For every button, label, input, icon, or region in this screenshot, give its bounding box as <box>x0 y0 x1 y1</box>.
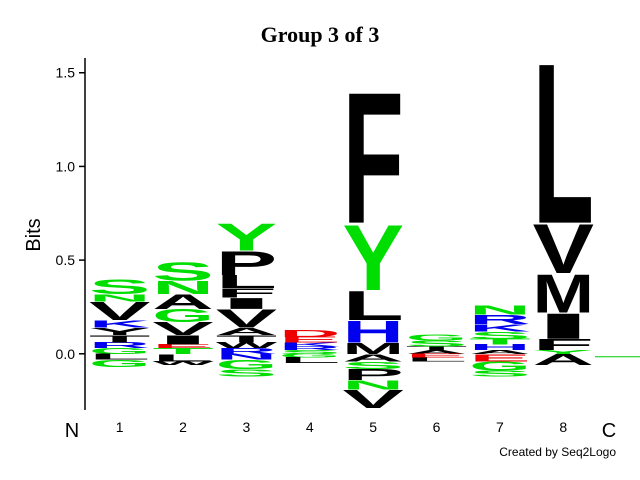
y-tick-label: 0.5 <box>56 252 76 268</box>
logo-letter: W <box>216 341 283 350</box>
chart-title: Group 3 of 3 <box>261 22 380 47</box>
logo-letter: S <box>469 331 531 342</box>
logo-letter: R <box>89 341 154 350</box>
y-tick-label: 1.5 <box>56 65 76 81</box>
x-tick-label: 5 <box>369 419 377 435</box>
logo-letter: V <box>152 319 218 339</box>
logo-letter: N <box>216 352 281 361</box>
logo-letter: E <box>406 354 477 360</box>
logo-letter: K <box>469 323 534 334</box>
y-tick-label: 1.0 <box>56 158 76 174</box>
logo-letter: L <box>152 353 220 364</box>
logo-letter: E <box>279 336 340 345</box>
logo-letter: G <box>216 357 277 372</box>
logo-letter: G <box>469 359 530 374</box>
logo-letter: A <box>469 350 534 356</box>
logo-letter: H <box>343 315 404 350</box>
logo-letter: N <box>89 293 150 304</box>
logo-letter: K <box>279 342 344 348</box>
logo-letter: I <box>152 332 213 347</box>
x-tick-label: 3 <box>243 419 251 435</box>
logo-letter: M <box>343 341 404 358</box>
logo-letter: M <box>533 264 594 325</box>
logo-letter: N <box>343 377 404 392</box>
logo-letter: F <box>533 337 594 354</box>
logo-letter: V <box>533 209 595 288</box>
logo-letter: I <box>216 296 277 313</box>
logo-letter: T <box>469 337 533 346</box>
logo-letter: T <box>406 346 483 352</box>
logo-letter: A <box>406 350 471 356</box>
logo-letter: F <box>216 286 278 301</box>
logo-letter: Y <box>216 217 277 260</box>
logo-letter: S <box>406 339 467 348</box>
logo-letter: Y <box>343 205 404 310</box>
logo-letter: L <box>216 272 277 292</box>
logo-letter: G <box>279 354 340 360</box>
logo-letter: G <box>152 306 213 326</box>
c-terminus-label: C <box>602 420 616 442</box>
logo-letter: V <box>89 296 153 326</box>
logo-letter: Y <box>533 350 604 356</box>
logo-letter: S <box>279 350 350 356</box>
logo-letter: R <box>469 312 534 327</box>
x-tick-label: 6 <box>433 419 441 435</box>
logo-letter: R <box>216 347 281 356</box>
logo-letter: K <box>89 320 154 331</box>
logo-letter: S <box>216 368 278 379</box>
x-tick-label: 7 <box>496 419 504 435</box>
logo-letter: E <box>152 344 223 350</box>
logo-letter: H <box>469 343 534 352</box>
logo-letter: W <box>152 361 215 367</box>
logo-letter: V <box>216 304 280 334</box>
logo-letter: L <box>279 356 343 365</box>
y-axis-label: Bits <box>23 218 45 251</box>
logo-letter: S <box>89 276 151 299</box>
logo-letter: A <box>152 291 213 314</box>
x-tick-label: 1 <box>116 419 124 435</box>
logo-letter: D <box>279 329 344 340</box>
logo-letter: Y <box>89 327 151 338</box>
logo-letter: S <box>469 369 530 378</box>
logo-letter: L <box>89 352 153 361</box>
n-terminus-label: N <box>65 420 79 442</box>
y-tick-label: 0.0 <box>56 346 76 362</box>
x-tick-label: 8 <box>559 419 567 435</box>
logo-letter: T <box>152 347 216 356</box>
logo-letter: I <box>533 306 594 347</box>
logo-letter: E <box>469 353 531 364</box>
logo-letter: S <box>152 257 213 287</box>
logo-letter: P <box>343 367 404 384</box>
logo-letter: L <box>406 357 483 363</box>
credit: Created by Seq2Logo <box>499 445 616 459</box>
logo-letter: G <box>89 359 150 370</box>
x-tick-label: 4 <box>306 419 314 435</box>
logo-letter: N <box>469 302 530 317</box>
logo-letter: N <box>152 278 213 298</box>
x-tick-label: 2 <box>179 419 187 435</box>
logo-letter: A <box>216 327 281 338</box>
logo-letter: F <box>343 53 404 263</box>
logo-letter: S <box>343 361 405 372</box>
logo-letter: A <box>343 353 408 364</box>
logo-letter: L <box>533 16 594 272</box>
logo-letter: V <box>343 384 407 414</box>
logo-letter: L <box>343 282 404 329</box>
logo-letter: R <box>279 346 344 352</box>
logo-letter: T <box>216 335 284 346</box>
logo-letter: T <box>89 335 157 346</box>
logo-letter: G <box>406 334 467 343</box>
logo-letter: G <box>89 347 150 356</box>
logo-letter: A <box>533 352 594 369</box>
logo-letter: P <box>216 245 277 283</box>
